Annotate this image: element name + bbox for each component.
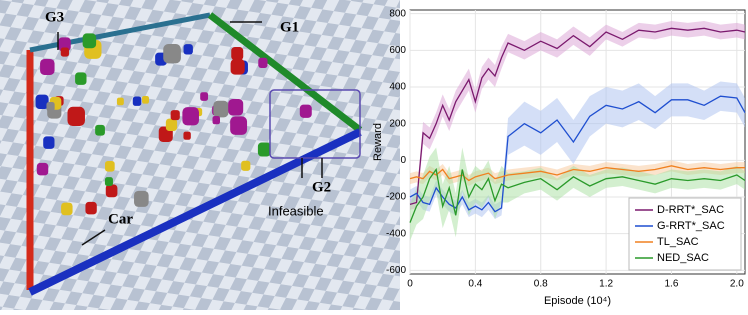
wall xyxy=(207,12,363,133)
x-axis-label: Episode (10⁴) xyxy=(544,295,611,307)
obstacle xyxy=(228,99,244,116)
obstacle xyxy=(183,131,191,140)
obstacle xyxy=(213,100,229,118)
obstacle xyxy=(85,201,97,215)
label: Car xyxy=(108,211,133,227)
obstacle xyxy=(67,106,85,126)
obstacle xyxy=(75,72,87,85)
obstacle xyxy=(241,160,251,171)
obstacle xyxy=(105,184,118,198)
label: Infeasible xyxy=(268,203,324,218)
label: G3 xyxy=(45,9,64,25)
obstacle xyxy=(95,124,105,136)
x-tick-label: 0 xyxy=(407,279,413,290)
legend-label: D-RRT*_SAC xyxy=(657,204,724,216)
y-tick-label: -200 xyxy=(386,192,406,203)
obstacle xyxy=(230,116,248,135)
y-tick-label: 200 xyxy=(389,118,406,129)
y-tick-label: -400 xyxy=(386,228,406,239)
y-tick-label: 600 xyxy=(389,45,406,56)
obstacle xyxy=(142,96,149,104)
x-tick-label: 2.0 xyxy=(730,279,744,290)
line xyxy=(409,165,745,182)
legend-label: G-RRT*_SAC xyxy=(657,220,725,232)
obstacles xyxy=(35,33,312,216)
obstacle xyxy=(182,107,199,126)
goal-box xyxy=(269,89,361,159)
y-tick-label: 400 xyxy=(389,82,406,93)
obstacle xyxy=(212,115,220,125)
arrows xyxy=(57,21,323,246)
obstacle xyxy=(40,59,55,75)
x-tick-label: 0.8 xyxy=(534,279,548,290)
chart: -600 -400 -200 0 200 400 600 800 0 0.4 0.8 1.2 1.6 2.… xyxy=(372,8,746,307)
scene: G3 G1 G2 Car Infeasible xyxy=(0,0,400,310)
y-tick-label: -600 xyxy=(386,265,406,276)
y-axis-label: Reward xyxy=(372,123,384,161)
obstacle xyxy=(105,160,115,172)
obstacle xyxy=(132,96,142,106)
obstacle xyxy=(299,104,312,118)
y-tick-label: 0 xyxy=(400,155,406,166)
obstacle xyxy=(258,57,268,68)
line xyxy=(409,95,746,213)
x-tick-label: 1.2 xyxy=(599,279,613,290)
x-tick-label: 0.4 xyxy=(468,279,482,290)
obstacle xyxy=(82,33,97,49)
error-band xyxy=(410,147,745,241)
obstacle xyxy=(170,110,180,121)
obstacle xyxy=(104,177,113,187)
obstacle xyxy=(61,202,73,216)
obstacle xyxy=(35,94,49,109)
obstacle xyxy=(58,37,71,52)
error-band xyxy=(410,81,745,219)
obstacle xyxy=(43,136,55,149)
x-tick-label: 1.6 xyxy=(665,279,679,290)
obstacle xyxy=(116,97,124,106)
obstacle xyxy=(257,142,271,157)
obstacle xyxy=(231,47,244,61)
error-band xyxy=(410,21,745,210)
legend-label: TL_SAC xyxy=(657,236,699,248)
line xyxy=(409,167,746,223)
obstacle xyxy=(183,44,193,55)
obstacle xyxy=(163,43,181,64)
y-tick-label: 800 xyxy=(389,8,406,19)
obstacle xyxy=(230,59,245,75)
obstacle xyxy=(36,162,49,176)
obstacle xyxy=(60,47,69,57)
obstacle xyxy=(134,190,149,207)
line xyxy=(409,27,746,205)
obstacle xyxy=(46,102,55,112)
label: G1 xyxy=(280,19,299,35)
obstacle xyxy=(200,92,209,101)
obstacle xyxy=(165,118,178,132)
legend-label: NED_SAC xyxy=(657,252,709,264)
label: G2 xyxy=(312,179,331,195)
